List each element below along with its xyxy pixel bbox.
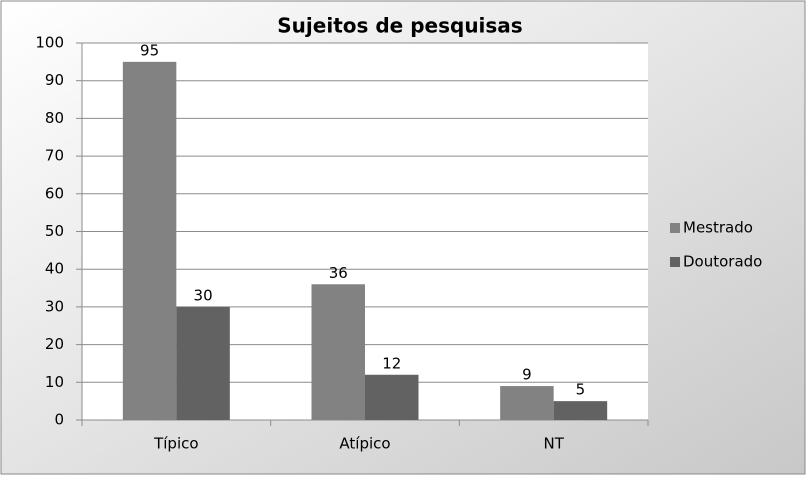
bar — [176, 306, 230, 420]
legend-swatch — [670, 223, 680, 233]
chart-title: Sujeitos de pesquisas — [277, 14, 522, 38]
x-tick-label: Típico — [153, 435, 198, 453]
data-label: 95 — [140, 41, 159, 59]
bar — [365, 374, 419, 420]
y-tick-label: 10 — [45, 373, 64, 391]
bar — [122, 61, 177, 420]
bar — [311, 284, 365, 420]
y-tick-label: 50 — [45, 222, 64, 240]
data-label: 36 — [329, 264, 348, 282]
y-tick-label: 80 — [45, 109, 64, 127]
legend-label: Mestrado — [683, 219, 753, 237]
data-label: 5 — [576, 381, 586, 399]
legend-label: Doutorado — [683, 253, 762, 271]
x-tick-label: Atípico — [339, 435, 390, 453]
y-tick-label: 20 — [45, 335, 64, 353]
bar — [553, 401, 608, 420]
y-tick-label: 0 — [54, 411, 64, 429]
bar — [500, 386, 554, 420]
y-tick-label: 30 — [45, 297, 64, 315]
data-label: 30 — [194, 286, 213, 304]
y-tick-label: 100 — [35, 34, 64, 52]
x-tick-label: NT — [543, 435, 564, 453]
data-label: 12 — [382, 354, 401, 372]
y-tick-label: 40 — [45, 260, 64, 278]
y-tick-label: 70 — [45, 147, 64, 165]
data-label: 9 — [522, 366, 532, 384]
y-tick-label: 60 — [45, 184, 64, 202]
legend-swatch — [670, 257, 680, 267]
y-tick-label: 90 — [45, 71, 64, 89]
